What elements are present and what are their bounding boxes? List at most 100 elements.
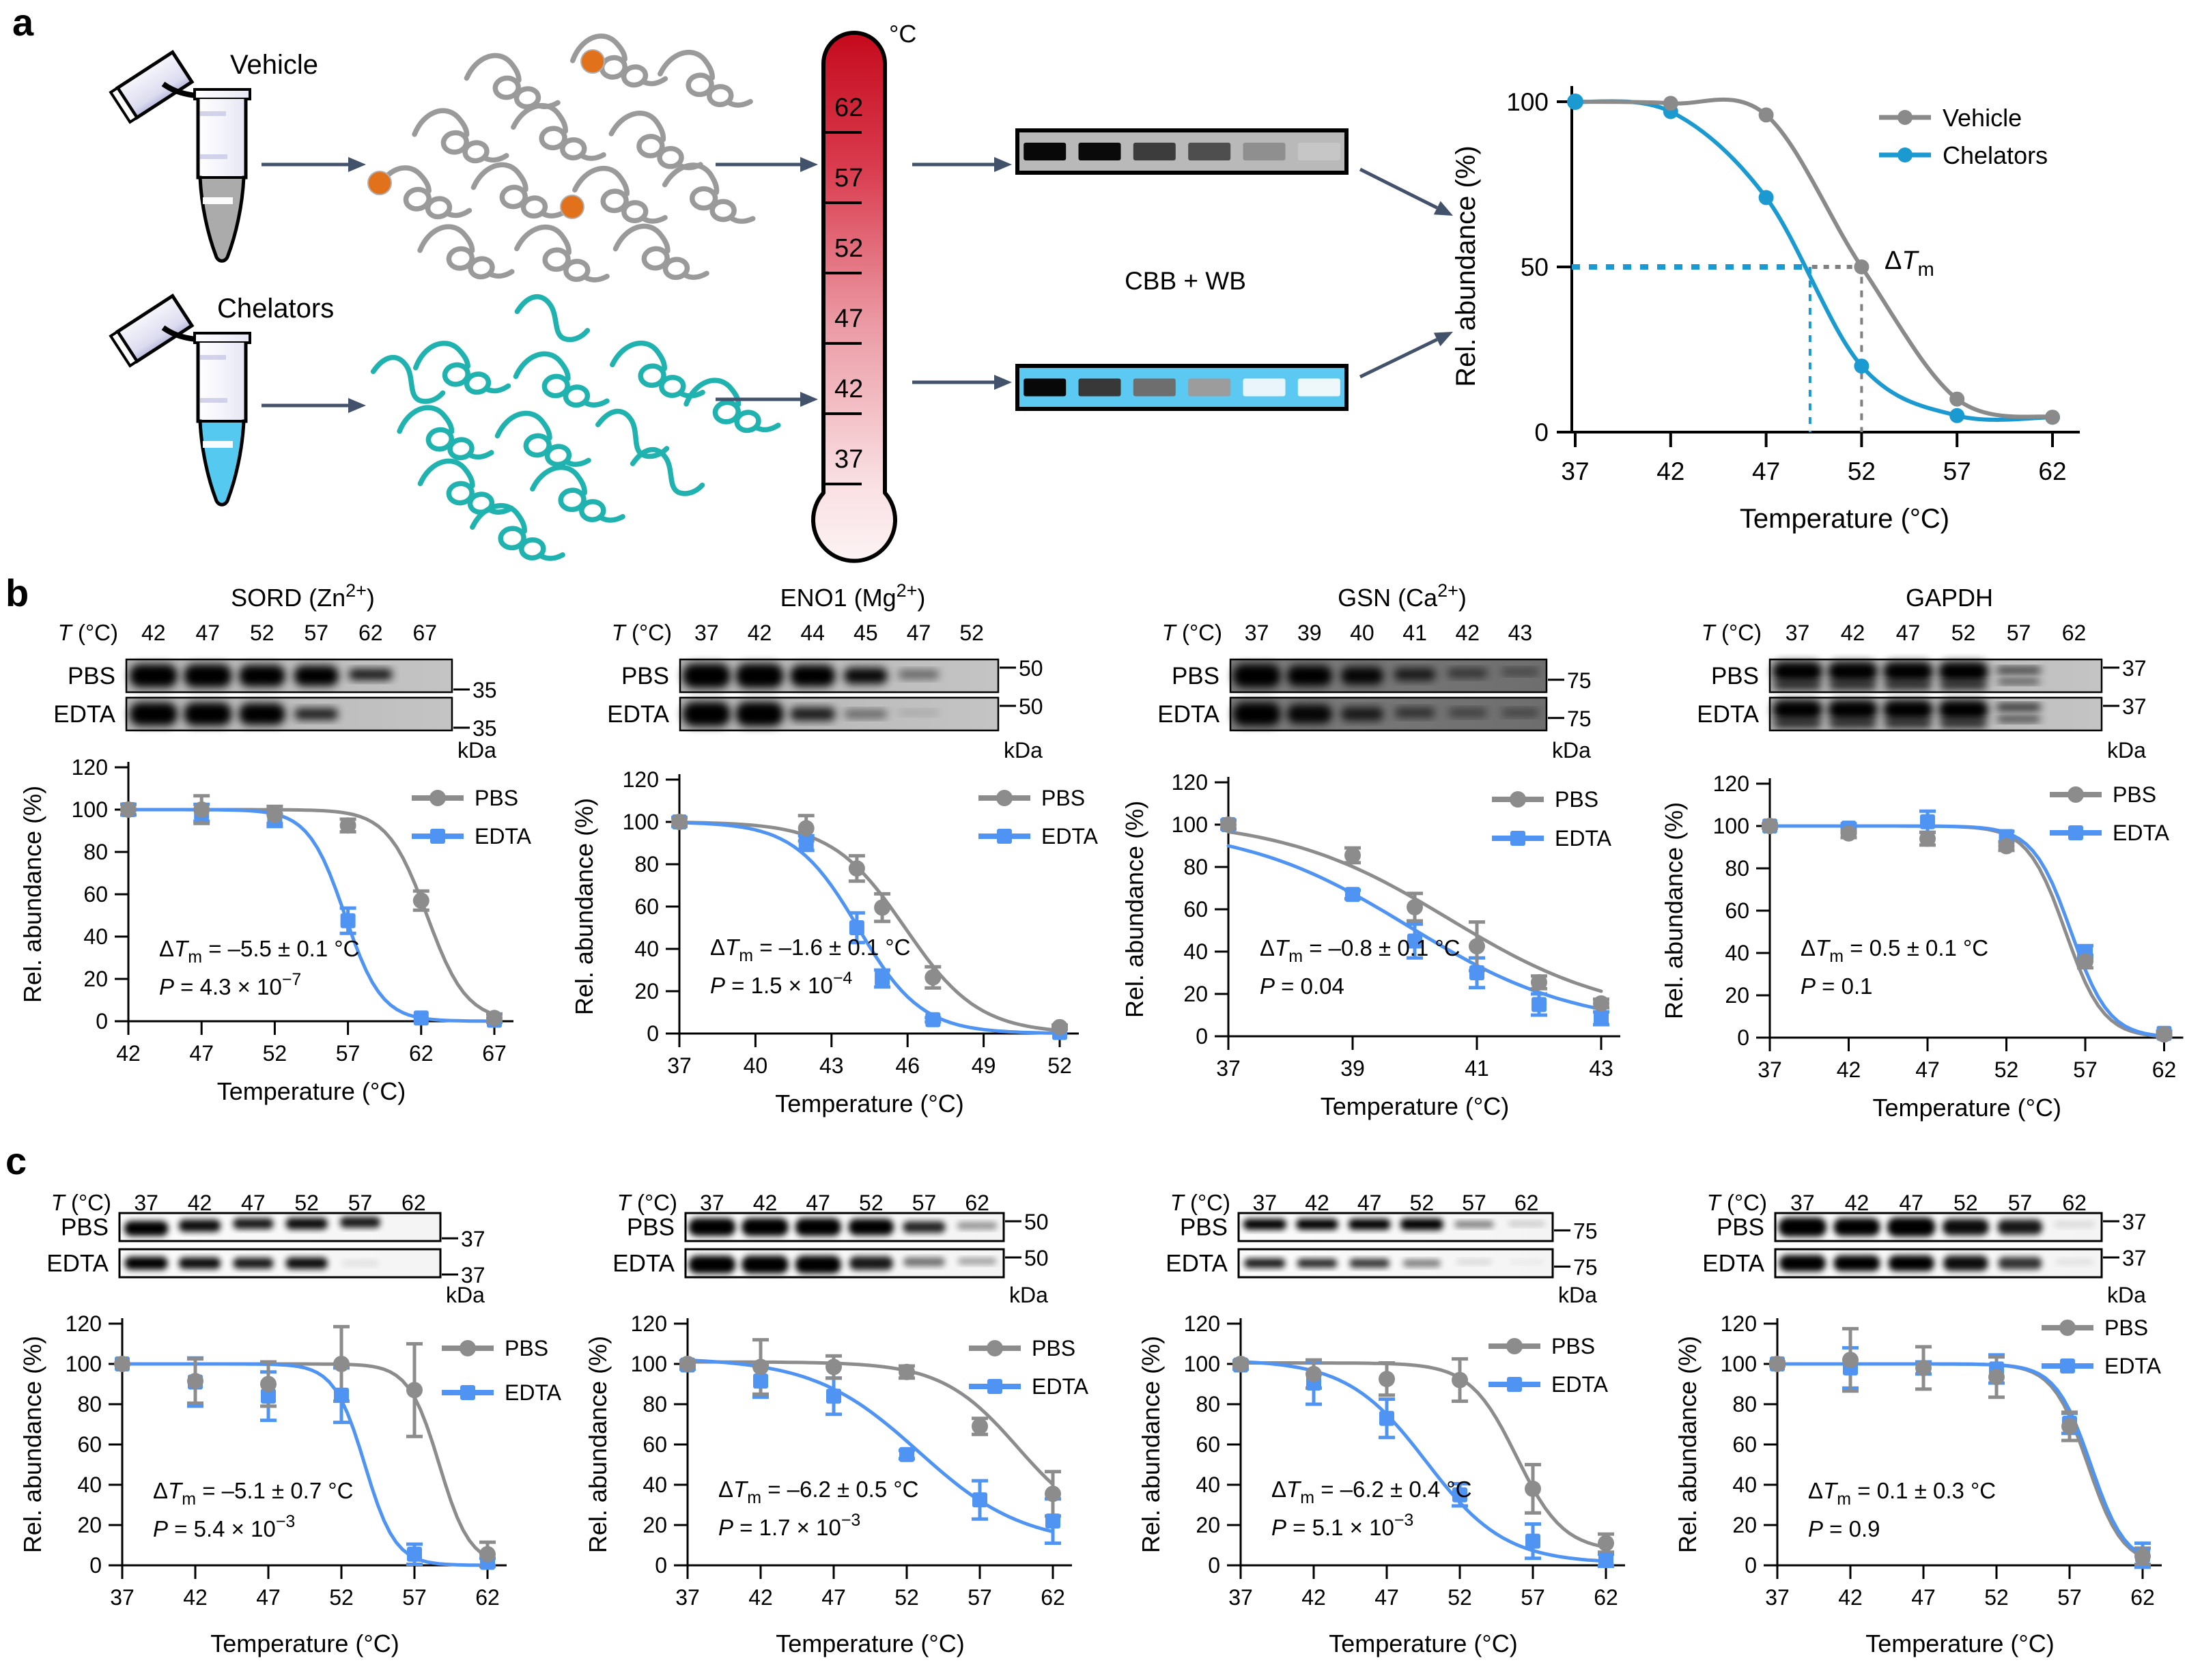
svg-text:EDTA: EDTA <box>607 701 669 728</box>
svg-text:57: 57 <box>2057 1585 2082 1610</box>
svg-text:EDTA: EDTA <box>46 1251 109 1277</box>
svg-text:42: 42 <box>1656 457 1684 485</box>
svg-text:57: 57 <box>2073 1057 2098 1082</box>
svg-text:20: 20 <box>1196 1513 1220 1537</box>
svg-text:37: 37 <box>2122 694 2147 719</box>
svg-text:62: 62 <box>965 1191 989 1215</box>
svg-text:62: 62 <box>2062 621 2087 645</box>
svg-text:62: 62 <box>834 94 863 122</box>
svg-text:37: 37 <box>1790 1191 1815 1215</box>
svg-text:45: 45 <box>853 621 878 645</box>
svg-text:52: 52 <box>1448 1585 1472 1610</box>
svg-text:62: 62 <box>2062 1191 2087 1215</box>
svg-text:62: 62 <box>2152 1057 2177 1082</box>
svg-text:40: 40 <box>634 937 659 961</box>
svg-text:57: 57 <box>1943 457 1971 485</box>
svg-text:37: 37 <box>1216 1056 1241 1081</box>
svg-text:57: 57 <box>336 1041 361 1066</box>
svg-text:T (°C): T (°C) <box>612 620 672 645</box>
svg-text:52: 52 <box>1410 1191 1435 1215</box>
svg-text:37: 37 <box>2122 1210 2147 1234</box>
svg-text:Chelators: Chelators <box>1943 141 2048 169</box>
svg-text:20: 20 <box>1183 982 1208 1006</box>
svg-text:Rel. abundance (%): Rel. abundance (%) <box>570 798 598 1015</box>
svg-text:Rel. abundance (%): Rel. abundance (%) <box>1674 1336 1702 1553</box>
svg-text:37: 37 <box>461 1263 485 1287</box>
svg-text:37: 37 <box>134 1191 158 1215</box>
svg-text:°C: °C <box>889 20 916 48</box>
svg-text:PBS: PBS <box>1551 1334 1595 1358</box>
svg-text:Temperature (°C): Temperature (°C) <box>775 1090 963 1117</box>
svg-text:39: 39 <box>1297 621 1322 645</box>
svg-text:47: 47 <box>1357 1191 1382 1215</box>
svg-text:42: 42 <box>1301 1585 1326 1610</box>
svg-text:42: 42 <box>188 1191 212 1215</box>
svg-text:62: 62 <box>401 1191 426 1215</box>
svg-text:EDTA: EDTA <box>1041 824 1099 849</box>
svg-text:PBS: PBS <box>2113 782 2156 807</box>
svg-text:ΔTm = –1.6 ± 0.1 °C: ΔTm = –1.6 ± 0.1 °C <box>710 935 910 965</box>
svg-text:80: 80 <box>1725 856 1749 881</box>
svg-text:PBS: PBS <box>505 1336 548 1361</box>
svg-text:75: 75 <box>1567 707 1592 731</box>
svg-text:40: 40 <box>1196 1472 1220 1497</box>
svg-text:62: 62 <box>475 1585 500 1610</box>
svg-text:52: 52 <box>1951 621 1976 645</box>
svg-text:42: 42 <box>1305 1191 1329 1215</box>
svg-text:ΔTm = –5.5 ± 0.1 °C: ΔTm = –5.5 ± 0.1 °C <box>159 936 359 967</box>
svg-text:EDTA: EDTA <box>1166 1251 1228 1277</box>
svg-text:75: 75 <box>1567 668 1592 693</box>
svg-text:PBS: PBS <box>1172 663 1219 689</box>
svg-text:40: 40 <box>1183 939 1208 964</box>
svg-text:PBS: PBS <box>1032 1336 1075 1361</box>
svg-text:80: 80 <box>634 852 659 877</box>
svg-text:57: 57 <box>348 1191 373 1215</box>
svg-text:57: 57 <box>912 1191 937 1215</box>
svg-text:EDTA: EDTA <box>53 701 115 728</box>
svg-text:EDTA: EDTA <box>612 1251 675 1277</box>
svg-text:37: 37 <box>694 621 719 645</box>
svg-text:67: 67 <box>412 621 437 645</box>
svg-text:37: 37 <box>110 1585 135 1610</box>
svg-text:75: 75 <box>1573 1219 1598 1243</box>
svg-text:PBS: PBS <box>1711 663 1759 689</box>
svg-text:80: 80 <box>1732 1392 1757 1416</box>
svg-text:Temperature (°C): Temperature (°C) <box>776 1629 964 1657</box>
svg-text:37: 37 <box>1765 1585 1790 1610</box>
svg-text:20: 20 <box>643 1513 667 1537</box>
svg-text:PBS: PBS <box>1180 1214 1228 1241</box>
svg-text:52: 52 <box>894 1585 919 1610</box>
svg-text:Vehicle: Vehicle <box>1943 104 2022 132</box>
svg-text:46: 46 <box>895 1053 920 1078</box>
svg-text:57: 57 <box>968 1585 992 1610</box>
svg-text:CBB + WB: CBB + WB <box>1125 267 1246 295</box>
svg-text:42: 42 <box>753 1191 778 1215</box>
svg-text:80: 80 <box>643 1392 667 1416</box>
svg-text:75: 75 <box>1573 1255 1598 1279</box>
svg-text:37: 37 <box>461 1227 485 1251</box>
svg-text:40: 40 <box>83 924 108 949</box>
svg-text:Temperature (°C): Temperature (°C) <box>210 1629 399 1657</box>
svg-text:52: 52 <box>1994 1057 2019 1082</box>
svg-text:80: 80 <box>1196 1392 1220 1416</box>
svg-text:0: 0 <box>655 1553 667 1578</box>
svg-text:43: 43 <box>1589 1056 1613 1081</box>
svg-text:42: 42 <box>748 621 772 645</box>
svg-text:47: 47 <box>806 1191 830 1215</box>
svg-text:Rel. abundance (%): Rel. abundance (%) <box>1660 802 1688 1019</box>
svg-text:37: 37 <box>675 1585 700 1610</box>
svg-text:47: 47 <box>1896 621 1921 645</box>
svg-text:37: 37 <box>1245 621 1269 645</box>
svg-text:62: 62 <box>1514 1191 1539 1215</box>
svg-text:Rel. abundance (%): Rel. abundance (%) <box>18 1336 46 1553</box>
svg-text:100: 100 <box>623 810 659 834</box>
svg-text:41: 41 <box>1465 1056 1489 1081</box>
svg-text:100: 100 <box>1184 1352 1220 1376</box>
svg-text:kDa: kDa <box>446 1283 485 1307</box>
svg-text:50: 50 <box>1024 1210 1049 1234</box>
svg-text:0: 0 <box>1208 1553 1220 1578</box>
svg-text:52: 52 <box>329 1585 354 1610</box>
svg-text:T (°C): T (°C) <box>1707 1190 1767 1215</box>
svg-text:60: 60 <box>634 894 659 919</box>
svg-text:T (°C): T (°C) <box>1702 620 1762 645</box>
